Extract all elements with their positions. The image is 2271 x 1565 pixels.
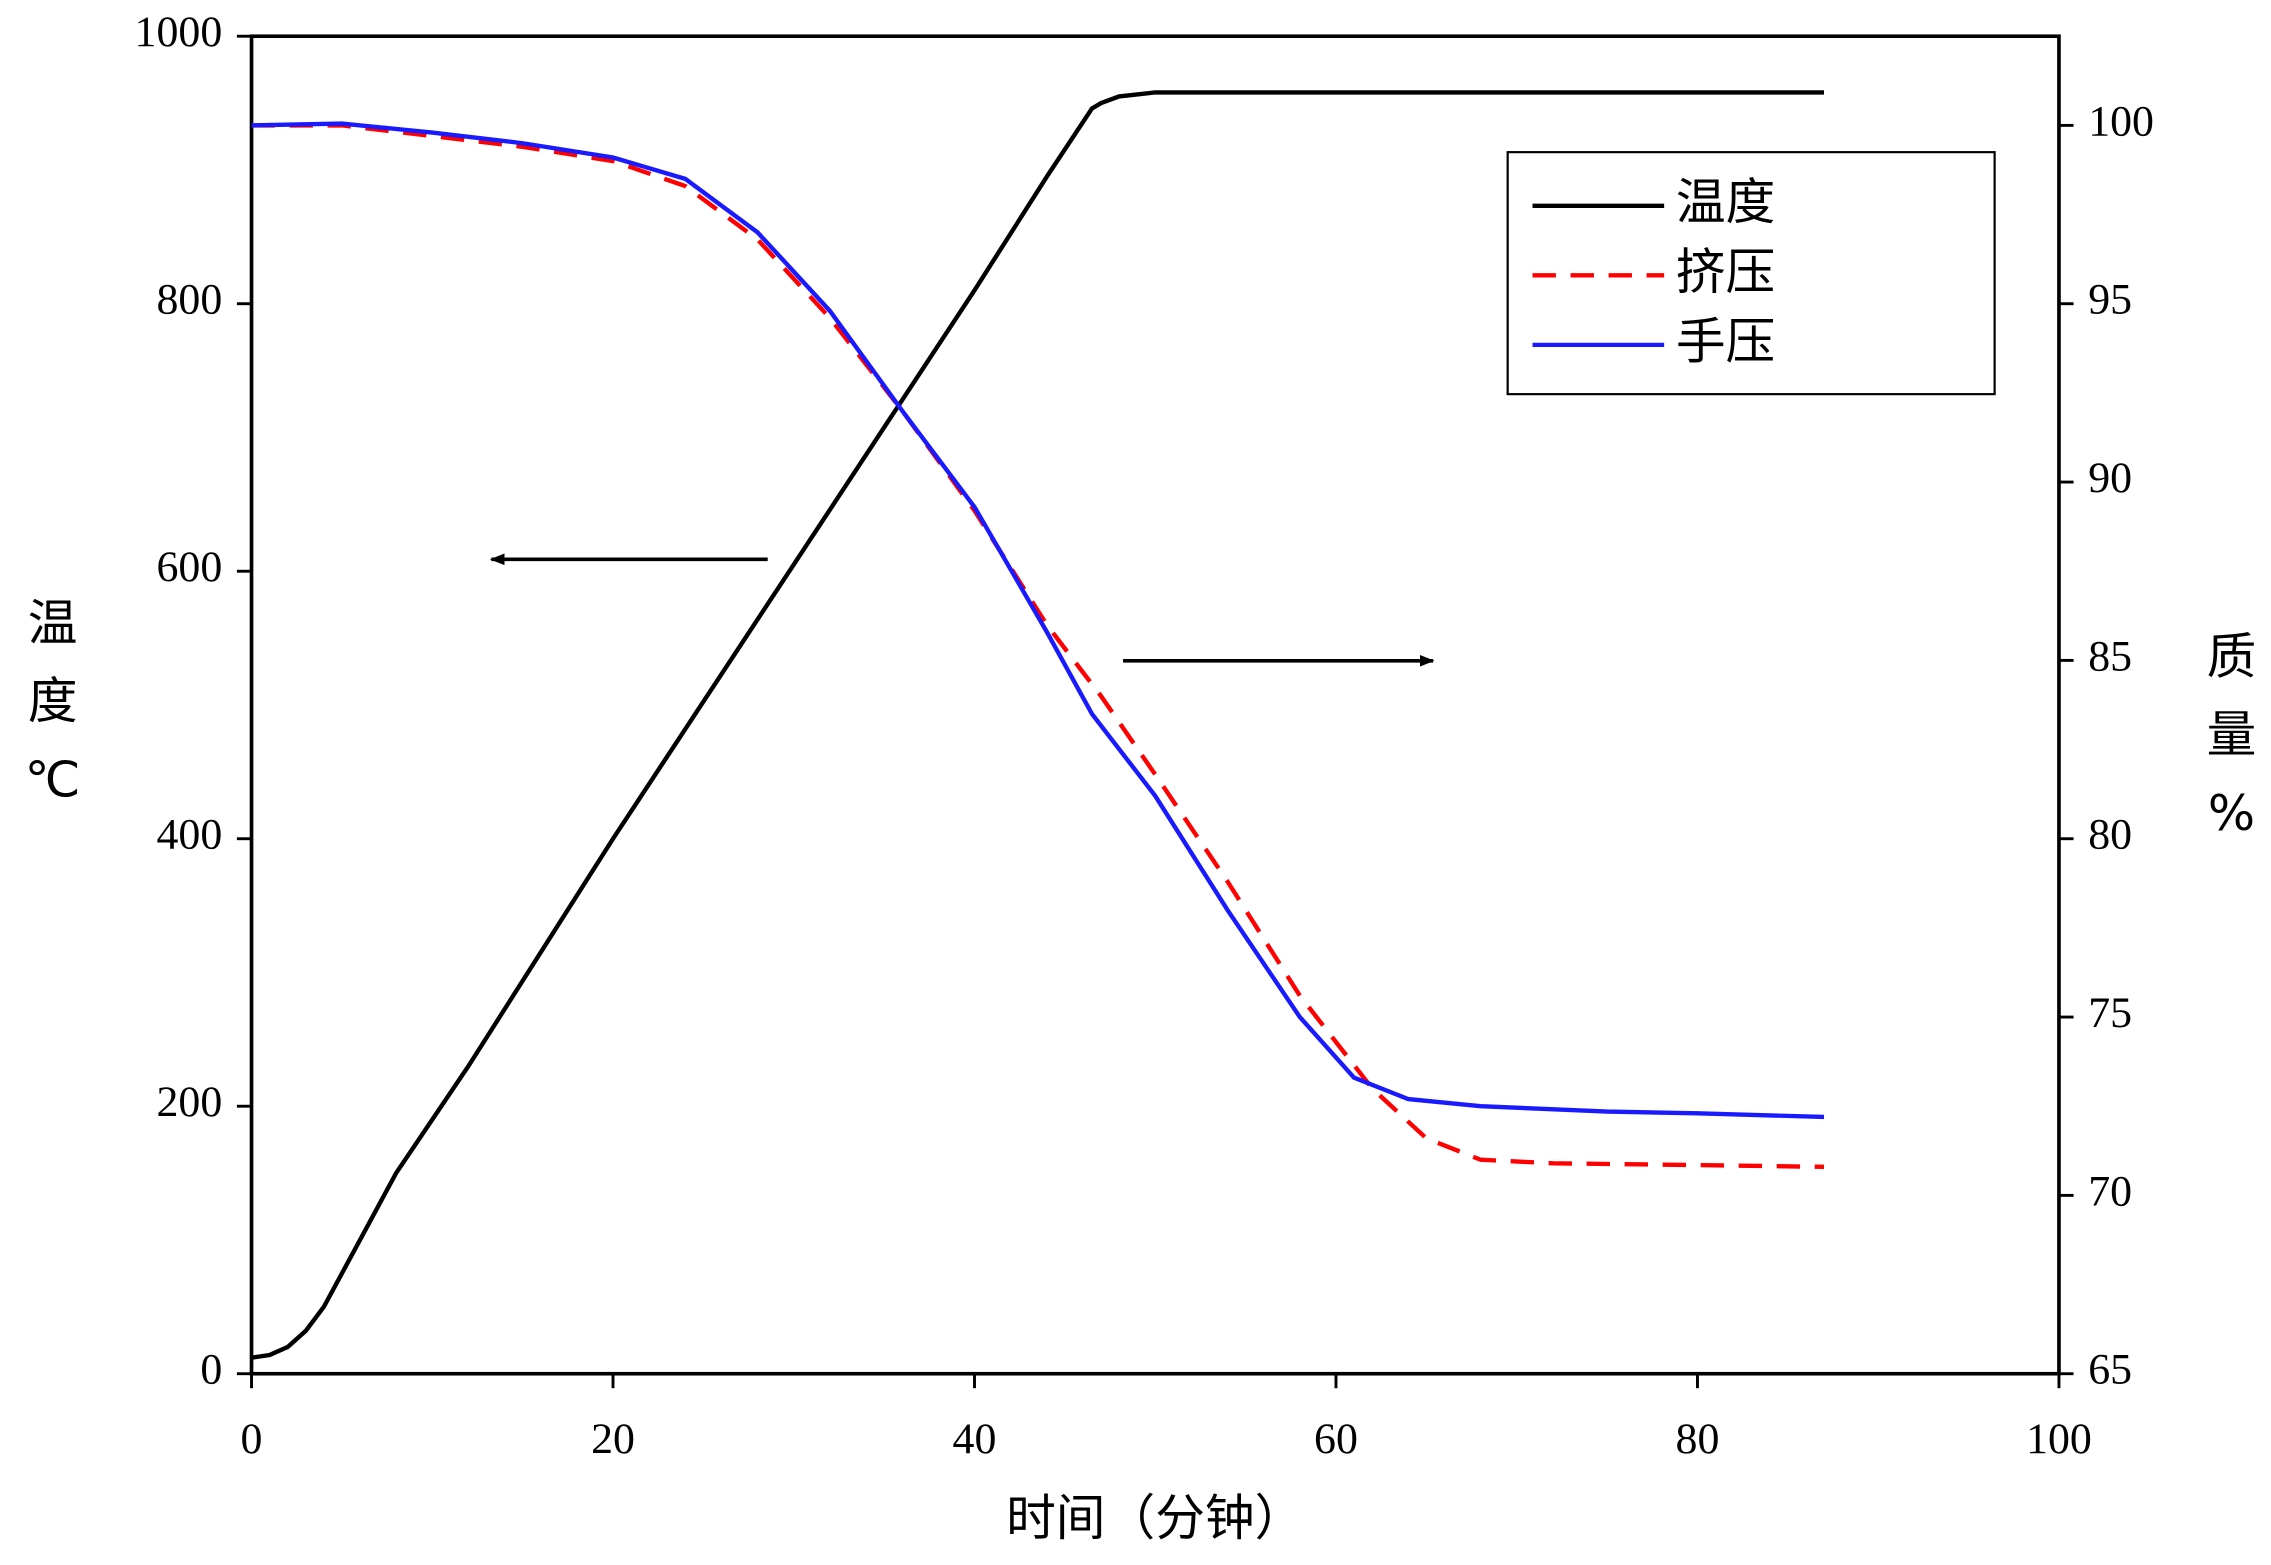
y-axis-label-char: 温 xyxy=(28,594,78,652)
legend-label: 挤压 xyxy=(1676,243,1775,301)
y-tick-label: 600 xyxy=(156,543,222,591)
legend-label: 温度 xyxy=(1676,173,1775,231)
y-tick-label: 1000 xyxy=(135,8,223,56)
y-axis-label-char: ℃ xyxy=(25,750,81,808)
y2-tick-label: 70 xyxy=(2088,1168,2132,1216)
y2-tick-label: 95 xyxy=(2088,276,2132,324)
y2-tick-label: 75 xyxy=(2088,989,2132,1037)
series-line xyxy=(251,90,1824,1360)
legend-label: 手压 xyxy=(1676,313,1775,371)
x-axis-label: 时间（分钟） xyxy=(1006,1489,1304,1547)
y2-tick-label: 80 xyxy=(2088,811,2132,859)
y2-tick-label: 65 xyxy=(2088,1346,2132,1394)
x-tick-label: 0 xyxy=(241,1415,263,1463)
y-tick-label: 400 xyxy=(156,811,222,859)
y2-axis-label-char: % xyxy=(2208,783,2255,841)
x-tick-label: 80 xyxy=(1676,1415,1720,1463)
x-tick-label: 40 xyxy=(953,1415,997,1463)
y-tick-label: 800 xyxy=(156,276,222,324)
legend-box xyxy=(1506,151,1996,396)
plot-frame xyxy=(249,34,2061,1376)
x-tick-label: 100 xyxy=(2026,1415,2092,1463)
x-tick-label: 20 xyxy=(591,1415,635,1463)
y-tick-label: 200 xyxy=(156,1078,222,1126)
y2-tick-label: 100 xyxy=(2088,98,2154,146)
series-line xyxy=(251,121,1825,1120)
x-tick-label: 60 xyxy=(1314,1415,1358,1463)
y2-axis-label: 质量% xyxy=(2207,627,2257,841)
y-axis-label: 温度 ℃ xyxy=(25,594,81,808)
y2-tick-label: 90 xyxy=(2088,454,2132,502)
y2-axis-label-char: 质 xyxy=(2207,627,2257,685)
y2-tick-label: 85 xyxy=(2088,633,2132,681)
y2-axis-label-char: 量 xyxy=(2207,705,2257,763)
y-tick-label: 0 xyxy=(200,1346,222,1394)
y-axis-label-char: 度 xyxy=(28,672,78,730)
